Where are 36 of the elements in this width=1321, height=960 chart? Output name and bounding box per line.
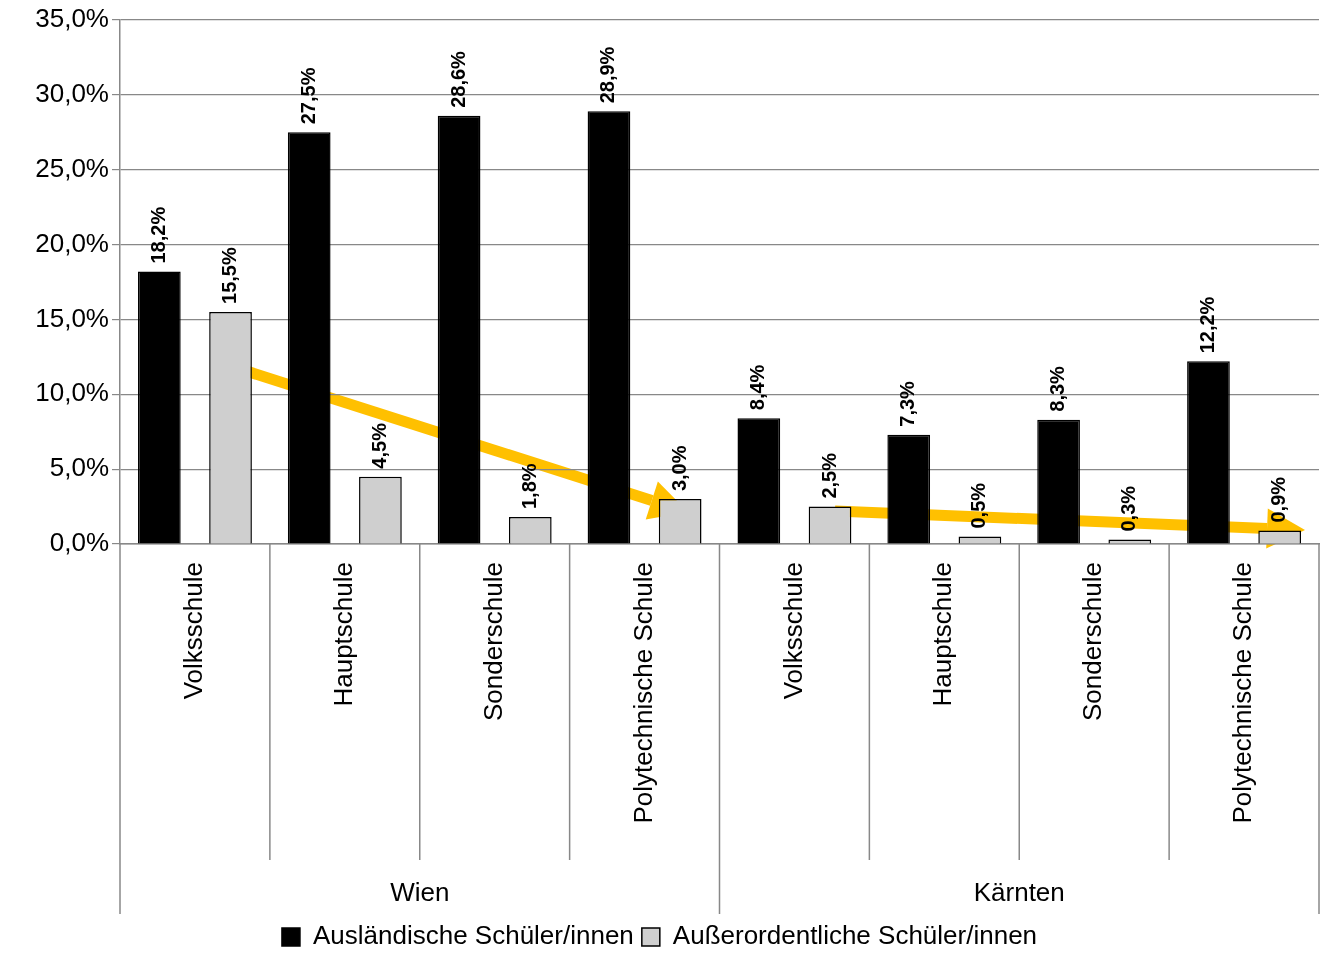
x-tick-label: Hauptschule — [327, 562, 358, 707]
data-label: 3,0% — [667, 445, 690, 492]
data-label: 0,3% — [1117, 485, 1140, 532]
y-tick-label: 35,0% — [35, 3, 109, 34]
text: Wien — [390, 877, 450, 908]
x-tick-label: Polytechnische Schule — [1227, 562, 1258, 824]
data-label: 12,2% — [1195, 296, 1218, 354]
y-tick-label: 30,0% — [35, 78, 109, 109]
y-tick-label: 5,0% — [49, 452, 109, 483]
data-label: 7,3% — [896, 380, 919, 427]
data-label: 4,5% — [367, 422, 390, 469]
y-tick-label: 20,0% — [35, 227, 109, 258]
data-label: 27,5% — [296, 67, 319, 125]
data-label: 15,5% — [218, 247, 241, 304]
x-tick-label: Polytechnische Schule — [627, 562, 658, 824]
legend-label: Ausländische Schüler/innen — [312, 920, 634, 951]
y-tick-label: 0,0% — [49, 527, 109, 558]
data-label: 0,5% — [967, 482, 990, 529]
y-tick-label: 25,0% — [35, 152, 109, 183]
legend-label: Außerordentliche Schüler/innen — [672, 920, 1038, 951]
data-label: 8,3% — [1046, 365, 1069, 412]
y-tick-label: 15,0% — [35, 302, 109, 333]
data-label: 2,5% — [817, 452, 840, 499]
x-tick-label: Volksschule — [777, 562, 808, 700]
data-label: 28,9% — [596, 46, 619, 104]
x-tick-label: Sonderschule — [477, 562, 508, 721]
x-tick-label: Sonderschule — [1077, 562, 1108, 721]
data-label: 18,2% — [146, 206, 169, 264]
x-tick-label: Hauptschule — [927, 562, 958, 707]
data-label: 1,8% — [517, 463, 540, 510]
x-tick-label: Volksschule — [178, 562, 209, 700]
text: Kärnten — [973, 877, 1065, 908]
data-label: 8,4% — [746, 364, 769, 411]
y-tick-label: 10,0% — [35, 377, 109, 408]
data-label: 28,6% — [446, 50, 469, 108]
data-label: 0,9% — [1267, 476, 1290, 523]
